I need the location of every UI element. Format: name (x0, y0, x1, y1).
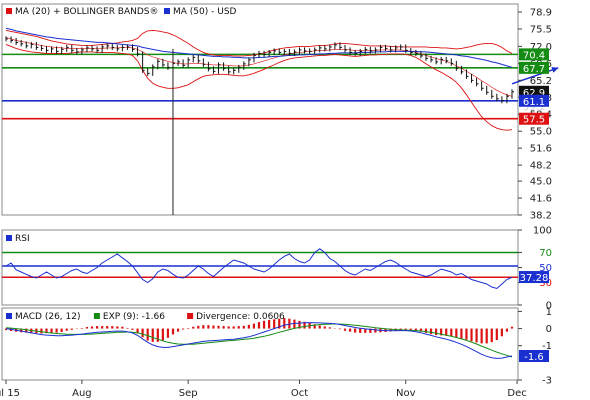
price-level-tag-61.1-bg (519, 94, 549, 107)
rsi-panel-frame (1, 229, 519, 306)
price-level-tag-67.7: 67.7 (523, 64, 545, 75)
bollinger-bands (5, 29, 513, 131)
price-legend-swatch (164, 8, 170, 14)
macd-panel-frame (1, 307, 519, 381)
macd-y-tick-label: -3 (542, 376, 552, 387)
price-legend-label: MA (50) - USD (173, 7, 237, 17)
macd-last-tag-bg (519, 350, 549, 362)
price-support-resistance-lines (2, 53, 518, 120)
rsi-legend-label: RSI (15, 234, 30, 244)
macd-legend-swatch (93, 313, 100, 319)
trend-arrow-line (511, 67, 559, 85)
x-axis: Jul 15AugSepOctNovDecJan 16 (0, 380, 527, 399)
x-tick-label: Dec (507, 388, 526, 399)
price-y-tick-label: 75.5 (530, 24, 552, 35)
macd-last-tag: -1.6 (524, 352, 544, 363)
price-level-tag-57.5: 57.5 (523, 115, 545, 126)
price-series (5, 27, 514, 104)
rsi-levels (2, 251, 518, 279)
rsi-y-tick-label: 30 (539, 278, 552, 289)
rsi-y-tick-label: 0 (546, 301, 552, 312)
price-y-tick-label: 45.0 (530, 177, 552, 188)
price-y-tick-label: 78.9 (530, 7, 552, 18)
macd-signal-line (5, 323, 513, 358)
x-tick-label: Oct (291, 388, 308, 399)
rsi-legend: RSI (6, 234, 30, 244)
price-y-tick-label: 65.2 (530, 76, 552, 87)
macd-legend-swatch (6, 313, 12, 319)
x-tick-label: Jul 15 (0, 388, 20, 399)
rsi-y-tick-label: 50 (539, 263, 552, 274)
bollinger-lower-line (5, 43, 513, 131)
price-y-tick-label: 72.0 (530, 42, 552, 53)
price-level-tag-67.7-bg (519, 61, 549, 74)
rsi-last-tag: 37.28 (520, 273, 549, 284)
price-hidden-tag: 59.1 (523, 102, 545, 113)
rsi-legend-swatch (6, 235, 12, 241)
price-annotations (172, 48, 559, 215)
ma20-line (5, 37, 513, 97)
price-y-tick-label: 55.0 (530, 127, 552, 138)
rsi-series (5, 248, 513, 290)
trend-arrow-head (551, 67, 559, 73)
macd-y-axis: 1 0 -1 -3 (518, 307, 552, 387)
rsi-last-tag-bg (519, 271, 549, 284)
macd-series (5, 322, 513, 359)
price-level-tag-70.4: 70.4 (523, 50, 545, 61)
macd-legend-swatch (187, 313, 194, 319)
x-tick-label: Nov (396, 388, 416, 399)
rsi-y-tick-label: 70 (539, 248, 552, 259)
price-y-tick-label: 48.2 (530, 161, 552, 172)
price-panel-frame (1, 3, 519, 216)
rsi-y-tick-label: 100 (533, 226, 552, 237)
price-level-tag-57.5-bg (519, 112, 549, 125)
price-legend-swatch (6, 8, 12, 14)
price-legend: MA (20) + BOLLINGER BANDS® MA (50) - USD (6, 7, 237, 17)
x-tick-label: Sep (179, 388, 198, 399)
macd-legend-label: MACD (26, 12) (15, 312, 81, 322)
price-y-tick-label: 38.2 (530, 211, 552, 222)
macd-line (5, 322, 513, 359)
rsi-y-axis: 100 70 50 30 0 (518, 226, 552, 312)
rsi-tags: 37.28 (519, 271, 549, 284)
price-last-tag: 62.9 (523, 88, 545, 99)
x-tick-label: Aug (72, 388, 92, 399)
price-legend-label: MA (20) + BOLLINGER BANDS® (15, 7, 159, 17)
macd-legend-label: EXP (9): -1.66 (103, 312, 165, 322)
price-level-tag-70.4-bg (519, 48, 549, 61)
price-level-tag-61.1: 61.1 (523, 97, 545, 108)
price-y-tick-label: 41.6 (530, 194, 552, 205)
macd-y-tick-label: 0 (546, 324, 552, 335)
macd-y-tick-label: 1 (546, 307, 552, 318)
price-y-tick-label: 51.6 (530, 144, 552, 155)
price-level-tags: 62.9 59.1 70.4 67.7 61.1 57.5 (519, 48, 549, 126)
macd-y-tick-label: -1 (542, 341, 552, 352)
macd-legend: MACD (26, 12) EXP (9): -1.66 Divergence: 0… (6, 312, 285, 322)
macd-tags: -1.6 (519, 350, 549, 363)
macd-legend-label: Divergence: 0.0606 (196, 312, 285, 322)
rsi-line (5, 248, 513, 290)
